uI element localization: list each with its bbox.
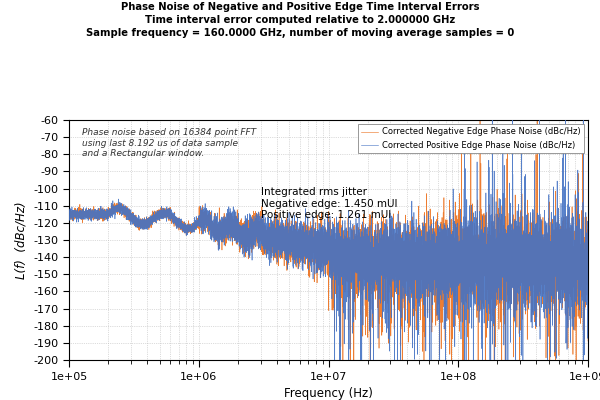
X-axis label: Frequency (Hz): Frequency (Hz) <box>284 387 373 400</box>
Corrected Positive Edge Phase Noise (dBc/Hz) <box>65 212 73 217</box>
Text: Integrated rms jitter
Negative edge: 1.450 mUI
Positive edge: 1.261 mUI: Integrated rms jitter Negative edge: 1.4… <box>261 187 398 220</box>
Corrected Positive Edge Phase Noise (dBc/Hz) <box>97 212 104 217</box>
Corrected Positive Edge Phase Noise (dBc/Hz) <box>319 266 326 271</box>
Corrected Positive Edge Phase Noise (dBc/Hz) <box>584 270 592 274</box>
Corrected Negative Edge Phase Noise (dBc/Hz) <box>167 213 175 218</box>
Corrected Positive Edge Phase Noise (dBc/Hz) <box>68 210 75 215</box>
Corrected Negative Edge Phase Noise (dBc/Hz) <box>340 358 347 362</box>
Legend: Corrected Negative Edge Phase Noise (dBc/Hz), Corrected Positive Edge Phase Nois: Corrected Negative Edge Phase Noise (dBc… <box>358 124 584 153</box>
Corrected Negative Edge Phase Noise (dBc/Hz) <box>65 211 73 216</box>
Corrected Negative Edge Phase Noise (dBc/Hz) <box>87 211 94 216</box>
Corrected Positive Edge Phase Noise (dBc/Hz) <box>557 240 564 245</box>
Text: Phase noise based on 16384 point FFT
using last 8.192 us of data sample
and a Re: Phase noise based on 16384 point FFT usi… <box>82 128 256 158</box>
Line: Corrected Negative Edge Phase Noise (dBc/Hz): Corrected Negative Edge Phase Noise (dBc… <box>69 120 588 360</box>
Line: Corrected Positive Edge Phase Noise (dBc/Hz): Corrected Positive Edge Phase Noise (dBc… <box>69 120 588 360</box>
Corrected Negative Edge Phase Noise (dBc/Hz) <box>584 339 592 344</box>
Corrected Negative Edge Phase Noise (dBc/Hz) <box>97 213 104 218</box>
Text: Phase Noise of Negative and Positive Edge Time Interval Errors
Time interval err: Phase Noise of Negative and Positive Edg… <box>86 2 514 38</box>
Y-axis label: L(f)  (dBc/Hz): L(f) (dBc/Hz) <box>15 201 28 279</box>
Corrected Negative Edge Phase Noise (dBc/Hz) <box>476 118 484 122</box>
Corrected Negative Edge Phase Noise (dBc/Hz) <box>557 224 564 229</box>
Corrected Negative Edge Phase Noise (dBc/Hz) <box>319 243 326 248</box>
Corrected Positive Edge Phase Noise (dBc/Hz) <box>331 358 338 362</box>
Corrected Positive Edge Phase Noise (dBc/Hz) <box>87 217 94 222</box>
Corrected Negative Edge Phase Noise (dBc/Hz) <box>68 214 75 218</box>
Corrected Positive Edge Phase Noise (dBc/Hz) <box>488 118 496 122</box>
Corrected Positive Edge Phase Noise (dBc/Hz) <box>167 215 175 220</box>
